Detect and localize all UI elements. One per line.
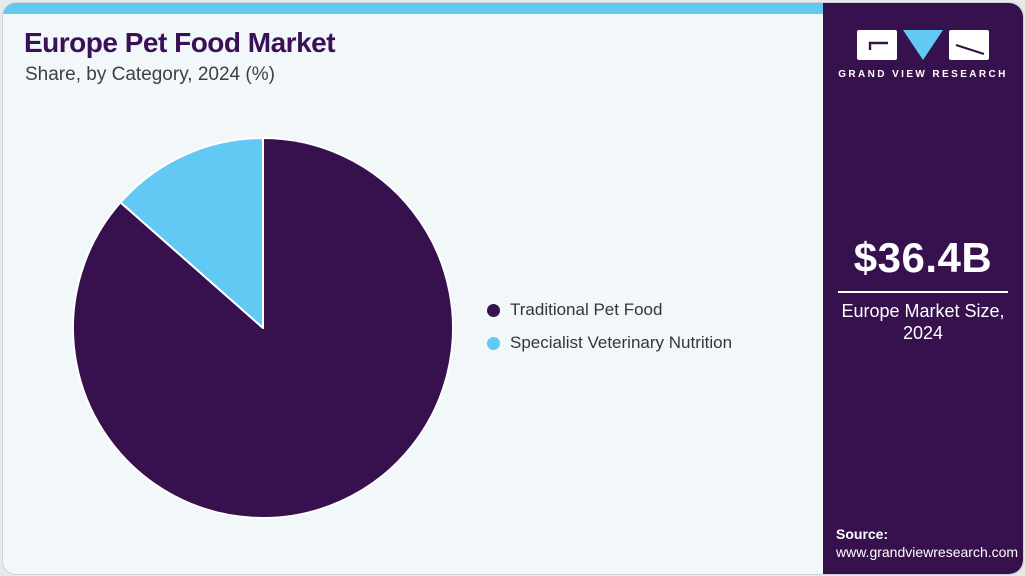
logo-r-icon (949, 30, 989, 60)
pie-chart-container (70, 135, 456, 521)
logo-brand-text: GRAND VIEW RESEARCH (838, 69, 1008, 80)
brand-sidebar: GRAND VIEW RESEARCH $36.4B Europe Market… (823, 3, 1023, 574)
pie-slice (119, 137, 264, 329)
legend-label: Specialist Veterinary Nutrition (510, 333, 733, 352)
title-block: Europe Pet Food Market Share, by Categor… (24, 27, 336, 86)
top-accent-bar (3, 3, 824, 14)
logo-v-icon (903, 30, 943, 60)
source-block: Source: www.grandviewresearch.com (836, 525, 1018, 561)
legend-item: Traditional Pet Food (487, 300, 732, 320)
market-size-label: Europe Market Size, 2024 (841, 301, 1005, 343)
market-size-block: $36.4B Europe Market Size, 2024 (823, 234, 1023, 344)
legend-dot-icon (487, 336, 500, 350)
legend-label: Traditional Pet Food (510, 300, 663, 319)
chart-legend: Traditional Pet Food Specialist Veterina… (487, 300, 732, 353)
chart-area: Europe Pet Food Market Share, by Categor… (3, 3, 823, 574)
logo-g-icon (857, 30, 897, 60)
legend-dot-icon (487, 303, 500, 317)
pie-chart (72, 137, 454, 519)
page-subtitle: Share, by Category, 2024 (%) (25, 64, 275, 85)
page-title: Europe Pet Food Market (24, 27, 336, 58)
divider (838, 291, 1008, 293)
grand-view-research-logo: GRAND VIEW RESEARCH (823, 30, 1023, 80)
source-label: Source: (836, 526, 889, 542)
source-url: www.grandviewresearch.com (836, 544, 1019, 560)
logo-glyphs (857, 30, 989, 60)
market-size-value: $36.4B (853, 234, 993, 281)
legend-item: Specialist Veterinary Nutrition (487, 333, 732, 353)
